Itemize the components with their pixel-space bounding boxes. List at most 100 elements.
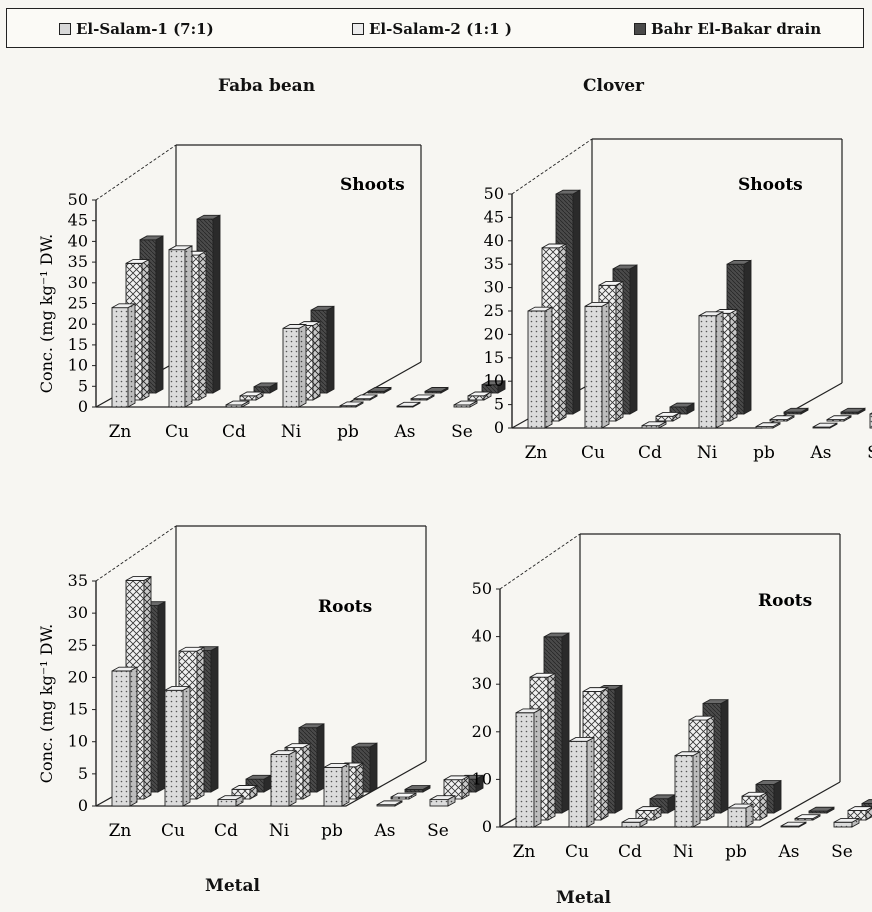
bar-top [612, 264, 638, 270]
x-tick-label: Zn [109, 821, 132, 841]
bar-front [674, 755, 694, 828]
bar-Se-s0 [833, 817, 860, 828]
bar-top [390, 792, 417, 798]
bar-side [155, 235, 164, 394]
bar-As-s1 [794, 813, 821, 821]
bar-top [808, 806, 835, 812]
bar-front [655, 415, 674, 422]
bar-side [210, 645, 219, 793]
bar-top [217, 795, 244, 801]
bar-top [702, 699, 729, 704]
bar-top [367, 387, 392, 392]
x-tick-label: Cd [618, 842, 642, 862]
bar-front [727, 807, 747, 828]
bar-pb-s2 [783, 407, 809, 415]
bar-Ni-s0 [698, 311, 724, 429]
y-tick-label: 5 [78, 376, 88, 395]
bar-side [157, 600, 166, 793]
bar-top [270, 750, 297, 756]
x-tick-label: Cu [565, 842, 589, 862]
bar-top [655, 412, 681, 417]
y-tick-label: 5 [78, 764, 88, 783]
bar-side [692, 750, 701, 828]
bar-top [755, 422, 781, 428]
x-tick-label: Ni [697, 443, 718, 463]
bar-side [184, 245, 193, 408]
bar-top [353, 394, 378, 400]
bar-Cu-s0 [164, 685, 191, 807]
bar-side [212, 214, 221, 394]
x-tick-label: Se [867, 443, 872, 463]
legend-swatch-dots [59, 23, 71, 35]
bar-top [339, 401, 364, 407]
bar-side [288, 749, 297, 807]
x-tick-label: Cu [581, 443, 605, 463]
bar-top [168, 245, 193, 251]
bar-top [410, 394, 435, 400]
bar-As-s0 [812, 422, 838, 429]
bar-top [826, 415, 852, 421]
bar-top [111, 303, 136, 309]
bar-pb-s2 [367, 386, 392, 394]
bar-top [840, 407, 866, 413]
bar-Zn-s0 [111, 303, 136, 408]
bar-top [196, 214, 221, 220]
bar-As-s1 [826, 414, 852, 422]
bar-Cu-s0 [584, 301, 610, 429]
bar-Cd-s2 [669, 402, 695, 415]
bar-top [529, 672, 556, 678]
bar-front [429, 799, 449, 807]
bar-top [555, 189, 581, 195]
legend: El-Salam-1 (7:1) El-Salam-2 (1:1 ) Bahr … [6, 8, 864, 48]
panel-title: Roots [758, 591, 812, 611]
bar-top [404, 785, 431, 790]
bar-side [547, 672, 556, 821]
bar-Cd-s2 [253, 382, 278, 394]
bar-Zn-s0 [527, 306, 553, 429]
bar-top [239, 391, 264, 397]
bar-pb-s1 [353, 394, 378, 401]
bar-top [541, 243, 567, 249]
bar-side [312, 320, 321, 401]
bar-Cu-s0 [168, 245, 193, 408]
y-tick-label: 20 [68, 314, 88, 333]
x-tick-label: Ni [281, 422, 302, 442]
bar-top [111, 666, 138, 672]
bar-side [316, 723, 325, 793]
bar-side [614, 684, 623, 814]
bar-front [270, 754, 290, 807]
y-tick-label: 35 [68, 252, 88, 271]
bar-side [600, 686, 609, 821]
bar-side [706, 715, 715, 821]
bar-side [143, 575, 152, 800]
bar-front [164, 689, 184, 807]
bar-top [424, 387, 449, 392]
y-tick-label: 35 [68, 571, 88, 590]
bar-top [443, 775, 470, 781]
y-tick-label: 30 [68, 273, 88, 292]
y-tick-label: 40 [472, 627, 492, 646]
x-axis-label-left: Metal [205, 876, 260, 896]
bar-side [572, 189, 581, 415]
y-tick-label: 0 [494, 418, 504, 437]
bar-side [601, 301, 610, 429]
bar-top [527, 306, 553, 312]
bar-side [729, 308, 738, 422]
x-tick-label: As [777, 842, 799, 862]
y-axis-label: Conc. (mg kg⁻¹ DW. [37, 234, 56, 394]
bar-top [310, 305, 335, 311]
bar-side [355, 762, 364, 800]
bar-top [282, 324, 307, 329]
bar-top [794, 814, 821, 820]
bar-top [861, 799, 872, 804]
bar-top [253, 382, 278, 388]
bar-top [755, 780, 782, 785]
bar-side [141, 258, 150, 401]
bar-Cd-s1 [231, 784, 258, 800]
bar-top [698, 311, 724, 317]
bar-top [669, 402, 695, 408]
legend-swatch-cross [352, 23, 364, 35]
x-tick-label: Se [427, 821, 449, 841]
bar-As-s2 [808, 806, 835, 814]
